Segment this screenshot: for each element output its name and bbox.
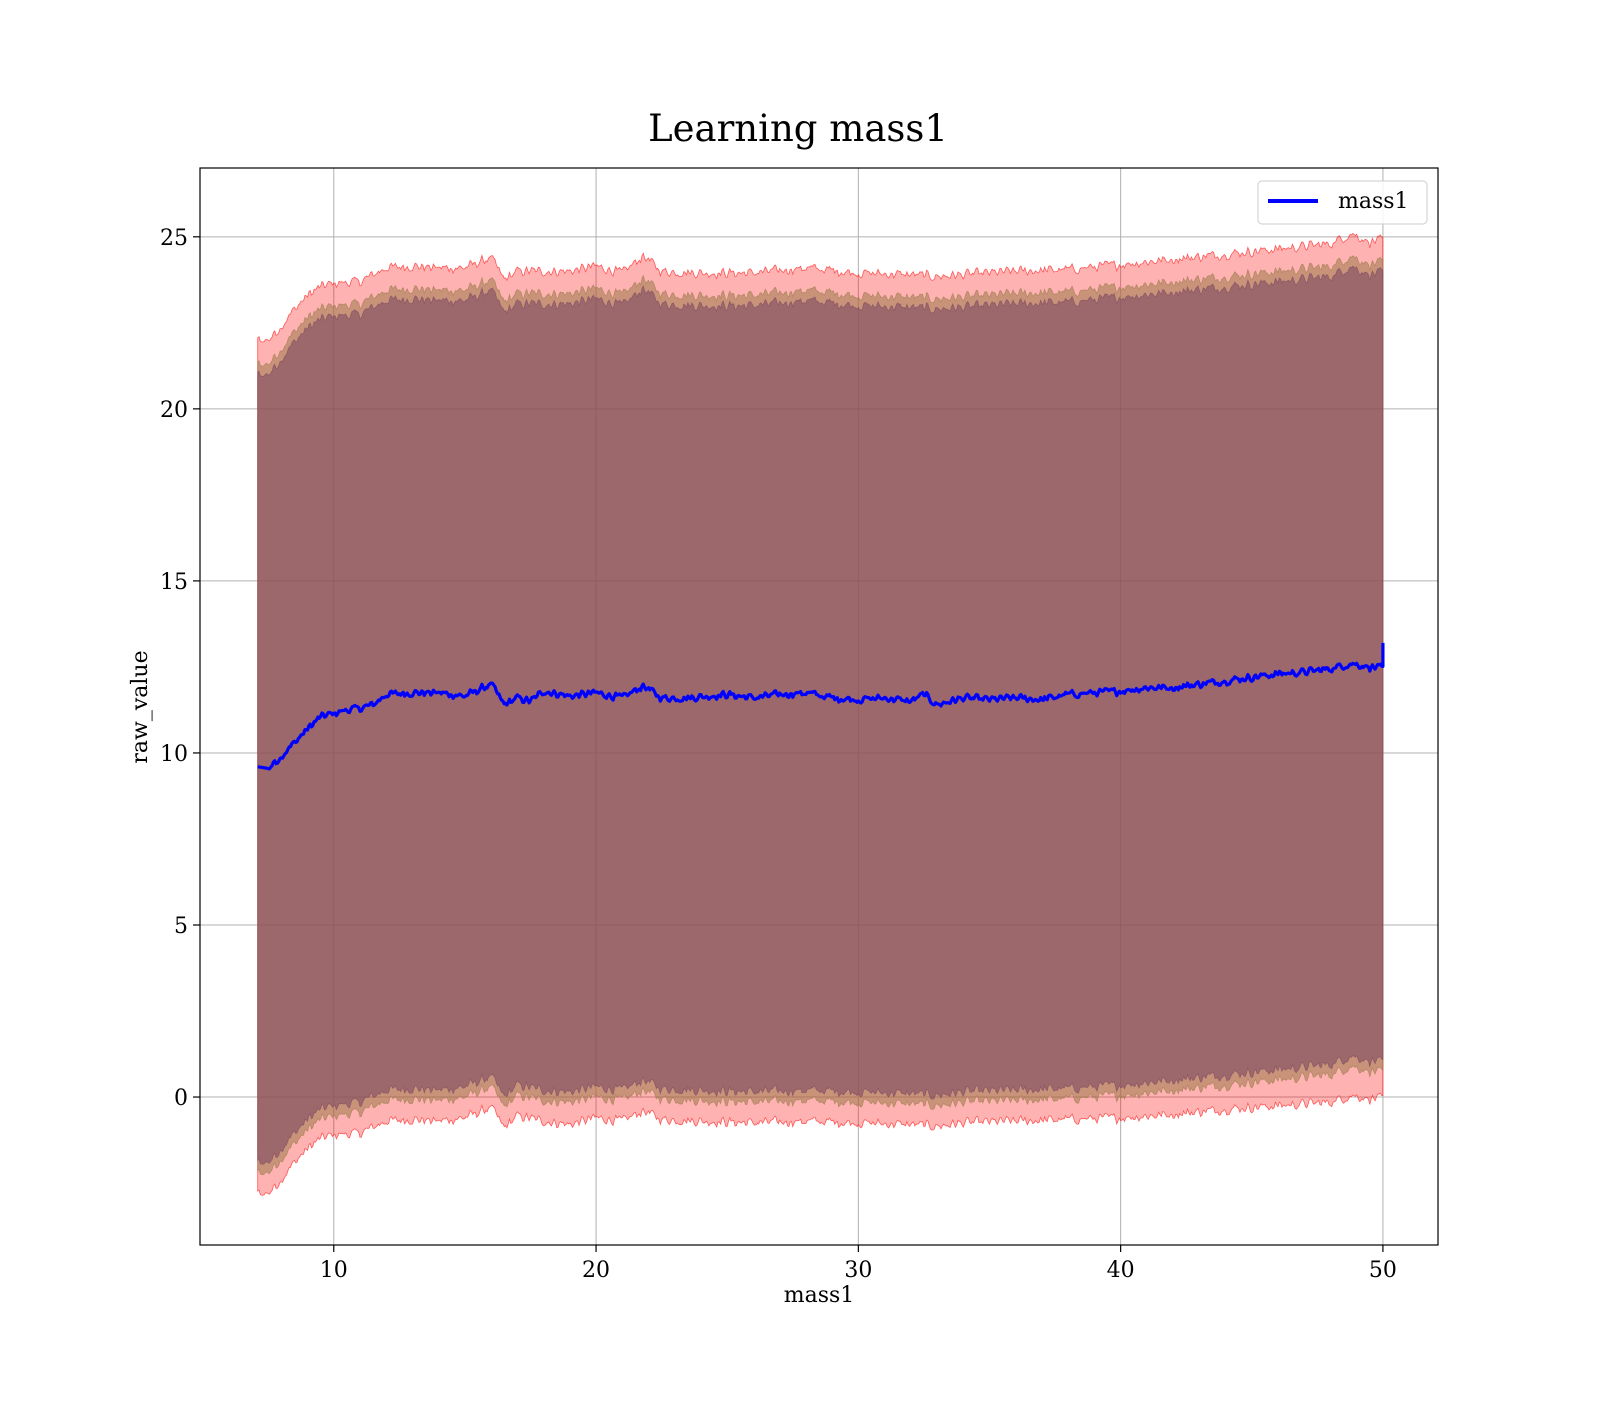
x-axis-ticks: 10 20 30 40 50 bbox=[320, 1245, 1397, 1283]
series-line-mass1 bbox=[257, 642, 1385, 771]
y-tick-label: 25 bbox=[160, 226, 188, 251]
x-tick-label: 30 bbox=[844, 1258, 872, 1283]
y-axis-label: raw_value bbox=[128, 650, 153, 763]
y-tick-label: 15 bbox=[160, 570, 188, 595]
band-area-2 bbox=[257, 265, 1384, 1165]
legend-box bbox=[1257, 180, 1428, 225]
y-tick-label: 10 bbox=[160, 742, 188, 767]
legend: mass1 bbox=[1257, 180, 1428, 225]
y-tick-label: 0 bbox=[174, 1086, 188, 1111]
plot-frame bbox=[199, 167, 1439, 1246]
chart-title: Learning mass1 bbox=[648, 107, 948, 150]
x-tick-label: 10 bbox=[320, 1258, 348, 1283]
y-tick-label: 20 bbox=[160, 398, 188, 423]
x-tick-label: 40 bbox=[1107, 1258, 1135, 1283]
y-tick-label: 5 bbox=[174, 914, 188, 939]
x-tick-label: 20 bbox=[582, 1258, 610, 1283]
legend-label-mass1: mass1 bbox=[1338, 189, 1409, 214]
x-axis-label: mass1 bbox=[784, 1283, 855, 1308]
series-lines bbox=[257, 642, 1385, 771]
confidence-bands bbox=[257, 232, 1384, 1196]
x-tick-label: 50 bbox=[1369, 1258, 1397, 1283]
y-axis-ticks: 0 5 10 15 20 25 bbox=[160, 226, 200, 1111]
